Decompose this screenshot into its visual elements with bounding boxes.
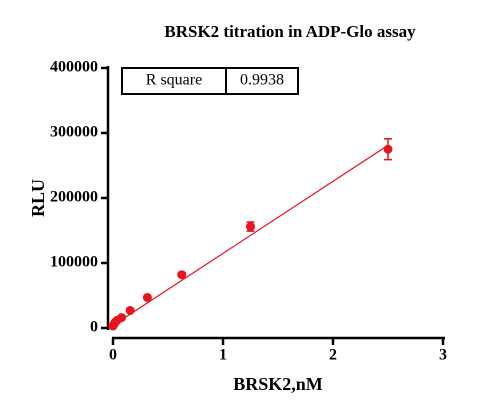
fit-line bbox=[112, 144, 389, 326]
x-tick-label: 0 bbox=[109, 347, 117, 364]
point bbox=[177, 270, 187, 280]
table-value: 0.9938 bbox=[240, 72, 284, 89]
x-tick-label: 1 bbox=[219, 347, 227, 364]
y-tick-label: 200000 bbox=[50, 189, 98, 206]
y-tick-label: 400000 bbox=[50, 59, 98, 76]
y-tick-label: 0 bbox=[90, 319, 98, 336]
stats-table bbox=[121, 67, 299, 95]
point bbox=[142, 292, 152, 302]
y-tick-label: 100000 bbox=[50, 254, 98, 271]
point bbox=[246, 222, 255, 232]
chart-title: BRSK2 titration in ADP-Glo assay bbox=[164, 22, 416, 41]
x-axis-title: BRSK2,nM bbox=[233, 374, 323, 394]
y-axis-title: RLU bbox=[28, 179, 48, 217]
x-tick-label: 2 bbox=[329, 347, 337, 364]
point bbox=[383, 144, 393, 154]
point bbox=[125, 305, 135, 315]
y-tick-label: 300000 bbox=[50, 124, 98, 141]
point bbox=[117, 313, 127, 323]
table-label: R square bbox=[146, 72, 202, 89]
x-tick-label: 3 bbox=[439, 347, 447, 364]
